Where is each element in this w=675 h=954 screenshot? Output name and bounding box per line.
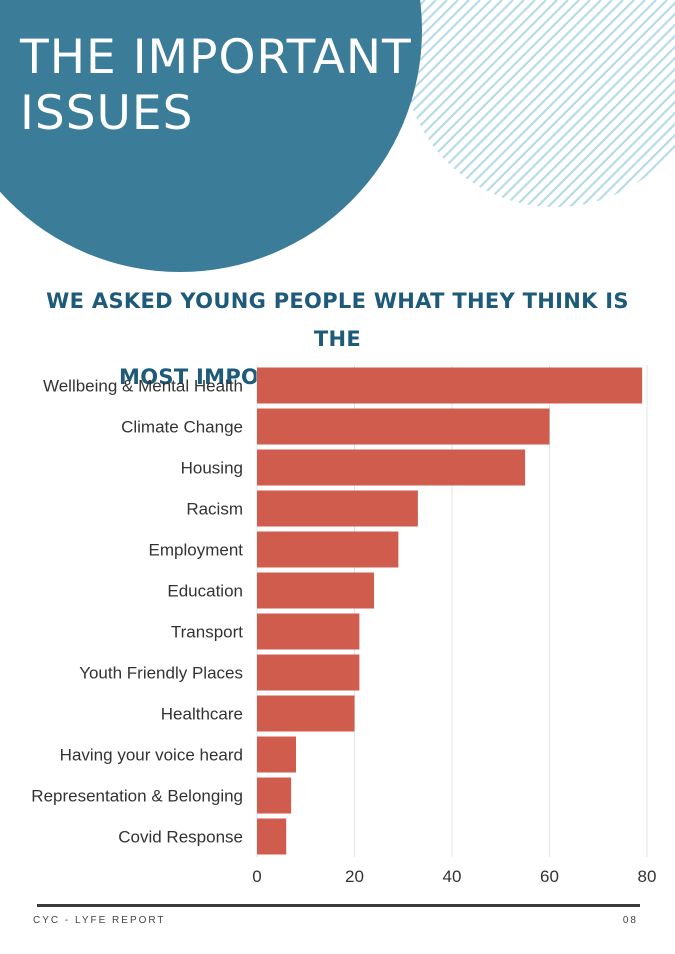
category-label: Representation & Belonging [31,787,243,806]
category-label: Racism [186,500,243,519]
bar [257,613,360,650]
stripe-line [502,0,675,207]
bar [257,695,355,732]
category-label: Covid Response [118,828,243,847]
stripe-line [403,0,481,207]
x-tick-label: 40 [443,867,462,886]
stripe-line [403,0,591,207]
footer-report-name: CYC - LYFE REPORT [33,915,166,926]
category-label: Youth Friendly Places [79,664,243,683]
bar [257,449,526,486]
title-line-1: THE IMPORTANT [20,30,412,85]
bar [257,408,550,445]
bar [257,490,418,527]
category-label: Housing [181,459,243,478]
stripe-line [524,0,675,207]
stripe-line [403,0,503,207]
x-tick-label: 20 [345,867,364,886]
bar [257,777,292,814]
header-circle-decoration [0,0,422,272]
page-title: THE IMPORTANT ISSUES [20,30,412,142]
bar [257,654,360,691]
x-tick-label: 0 [252,867,261,886]
stripe-line [513,0,675,207]
category-label: Healthcare [161,705,243,724]
title-line-2: ISSUES [20,86,194,141]
stripe-line [535,0,675,207]
stripe-line [403,0,492,207]
stripe-line [403,0,569,207]
stripe-line [469,0,675,207]
footer-divider [37,904,640,907]
bar [257,572,374,609]
category-label: Having your voice heard [60,746,243,765]
bar [257,367,643,404]
diagonal-stripes-decoration [403,0,675,207]
stripe-line [491,0,675,207]
bar [257,736,296,773]
category-label: Climate Change [121,418,243,437]
issues-bar-chart: 0 20 40 60 80 Wellbeing & Mental Health Climat… [31,365,657,886]
stripe-line [403,0,580,207]
x-tick-label: 80 [638,867,657,886]
subtitle-line-1: WE ASKED YOUNG PEOPLE WHAT THEY THINK IS… [46,289,629,351]
stripe-line [458,0,675,207]
stripe-line [557,0,675,207]
category-label: Wellbeing & Mental Health [43,377,243,396]
stripe-line [403,0,536,207]
stripe-line [403,0,558,207]
x-tick-label: 60 [540,867,559,886]
category-label: Transport [171,623,243,642]
stripe-line [403,0,547,207]
stripe-line [425,0,657,207]
bar [257,818,287,855]
stripe-line [579,0,675,207]
stripe-line [546,0,675,207]
category-label: Education [167,582,243,601]
bar [257,531,399,568]
stripe-line [403,0,470,207]
category-label: Employment [149,541,244,560]
footer-page-number: 08 [622,915,638,926]
stripe-line [568,0,675,207]
stripe-line [436,0,668,207]
stripe-line [403,0,514,207]
stripe-line [480,0,675,207]
